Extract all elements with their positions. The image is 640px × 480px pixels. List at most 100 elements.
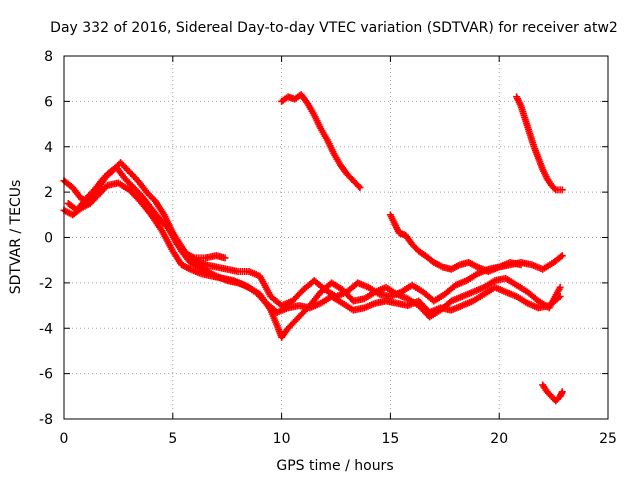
data-point [221, 254, 229, 262]
data-point [295, 303, 313, 321]
data-point [545, 285, 563, 312]
data-point [343, 170, 356, 183]
data-point [415, 247, 428, 259]
data-point [288, 287, 306, 305]
data-point [256, 272, 274, 299]
data-point [558, 252, 566, 260]
data-point [469, 291, 486, 305]
data-point [328, 279, 345, 293]
data-point [550, 253, 565, 266]
series-arc-2 [60, 179, 564, 316]
axis-ticks: 0 5 10 15 20 25 -8 -6 -4 -2 0 2 4 6 8 [39, 49, 617, 447]
y-axis-label: SDTVAR / TECUs [8, 180, 24, 295]
series-arc-8 [539, 381, 566, 405]
data-point [556, 389, 566, 400]
data-point [147, 211, 165, 233]
y-tick-label: -4 [39, 321, 53, 337]
data-point [408, 240, 421, 254]
y-tick-label: 2 [44, 185, 53, 201]
data-point [543, 175, 554, 188]
data-point [480, 278, 497, 291]
data-point [336, 161, 350, 176]
data-points [60, 91, 566, 405]
data-point [408, 281, 425, 295]
data-point [391, 220, 402, 235]
data-point [267, 306, 280, 328]
data-point [173, 236, 189, 256]
data-point [317, 294, 334, 307]
data-point [245, 283, 262, 297]
data-point [125, 168, 141, 183]
data-point [552, 186, 564, 194]
data-point [169, 247, 184, 267]
data-point [130, 184, 145, 199]
data-point [543, 388, 554, 399]
data-point [121, 175, 136, 190]
data-point [463, 271, 480, 285]
series-arc-3 [64, 159, 564, 341]
data-point [513, 93, 524, 108]
data-point [356, 184, 364, 192]
data-point [430, 258, 445, 270]
x-tick-label: 5 [168, 431, 177, 447]
series-arc-5 [278, 91, 364, 192]
y-tick-label: 8 [44, 49, 53, 65]
data-point [404, 295, 421, 308]
data-point [204, 268, 219, 279]
data-point [517, 261, 525, 269]
plot-frame [63, 55, 609, 420]
data-point [125, 186, 143, 204]
data-point [558, 186, 566, 194]
data-point [182, 249, 197, 261]
data-point [158, 227, 176, 253]
series-arc-7 [513, 93, 566, 194]
data-point [151, 197, 167, 217]
data-point [195, 263, 210, 275]
data-point [539, 260, 556, 273]
data-point [278, 326, 291, 341]
data-point [339, 299, 356, 313]
data-point [143, 188, 158, 204]
y-tick-label: -6 [39, 367, 53, 383]
y-tick-label: 0 [44, 231, 53, 247]
data-point [339, 286, 356, 304]
grid [64, 56, 608, 419]
data-point [480, 285, 497, 298]
data-point [402, 231, 415, 247]
data-point [86, 192, 101, 207]
data-point [114, 179, 131, 193]
data-point [317, 125, 330, 142]
data-point [117, 159, 132, 174]
data-point [306, 290, 323, 310]
data-point [323, 136, 337, 156]
series-arc-6 [386, 211, 525, 276]
data-point [304, 100, 317, 117]
data-point [284, 314, 302, 332]
x-tick-label: 20 [490, 431, 508, 447]
x-tick-label: 15 [381, 431, 399, 447]
data-point [556, 283, 564, 291]
data-point [523, 288, 541, 304]
data-point [69, 184, 84, 201]
data-point [539, 381, 550, 394]
data-point [136, 197, 154, 217]
data-point [547, 181, 558, 192]
data-point [82, 187, 97, 203]
data-point [539, 165, 550, 181]
data-point [178, 261, 192, 272]
data-point [330, 150, 343, 167]
y-tick-label: 6 [44, 94, 53, 110]
data-point [386, 211, 398, 226]
data-point [297, 91, 311, 106]
data-point [134, 177, 149, 195]
data-point [513, 292, 530, 306]
data-point [382, 283, 399, 297]
data-point [430, 291, 447, 305]
x-tick-label: 25 [599, 431, 617, 447]
chart-title: Day 332 of 2016, Sidereal Day-to-day VTE… [50, 20, 618, 36]
y-tick-label: 4 [44, 140, 53, 156]
data-point [328, 292, 345, 306]
data-point [95, 183, 110, 198]
data-point [360, 289, 377, 303]
